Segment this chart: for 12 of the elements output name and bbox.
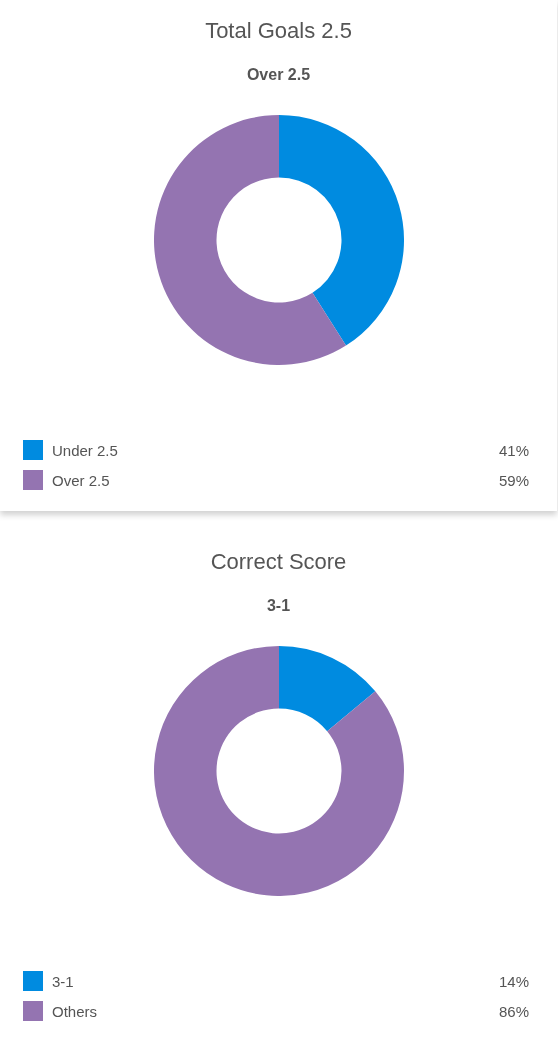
data-label: 14% xyxy=(498,972,529,990)
legend-label: Over 2.5 xyxy=(52,471,111,489)
legend-label: Others xyxy=(52,1002,98,1020)
data-label: 41% xyxy=(498,441,529,459)
data-label: 86% xyxy=(498,1002,529,1020)
chart-title: Total Goals 2.5 xyxy=(204,18,353,45)
legend-label: 3-1 xyxy=(52,972,75,990)
legend-label: Under 2.5 xyxy=(52,441,119,459)
data-label: 59% xyxy=(498,471,529,489)
chart-subtitle: Over 2.5 xyxy=(245,66,312,85)
chart-subtitle: 3-1 xyxy=(265,597,292,616)
chart-title: Correct Score xyxy=(209,549,348,576)
